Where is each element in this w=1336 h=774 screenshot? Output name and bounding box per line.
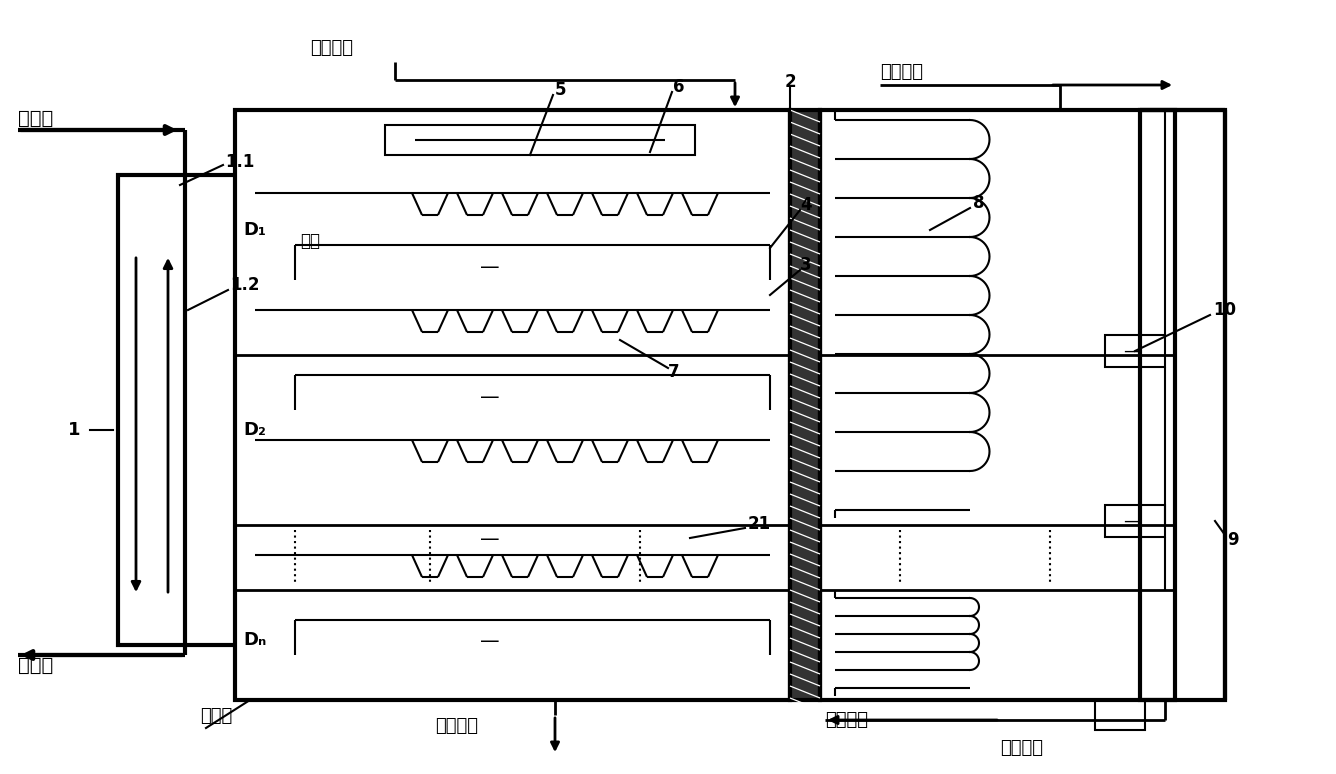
Bar (820, 110, 1174, 700)
Text: 稀溶液进: 稀溶液进 (310, 39, 353, 57)
Text: D₁: D₁ (243, 221, 266, 239)
Text: —: — (1124, 342, 1141, 360)
Text: —: — (480, 632, 500, 652)
Text: 2: 2 (786, 73, 796, 91)
Bar (1140, 110, 1225, 700)
Text: —: — (1124, 512, 1141, 530)
Text: 冷却水进: 冷却水进 (826, 711, 868, 729)
Text: 10: 10 (1213, 301, 1236, 319)
Text: 冷却水出: 冷却水出 (880, 63, 923, 81)
Text: —: — (480, 388, 500, 406)
Text: 9: 9 (1226, 531, 1238, 549)
Text: —: — (480, 258, 500, 276)
Text: 液面: 液面 (301, 232, 321, 250)
Bar (385, 125, 695, 155)
Text: —: — (480, 530, 500, 550)
Bar (1096, 700, 1145, 730)
Text: 1.2: 1.2 (230, 276, 259, 294)
Text: 1.1: 1.1 (224, 153, 254, 171)
Text: 冷凝水出: 冷凝水出 (1001, 739, 1043, 757)
Text: Dₙ: Dₙ (243, 631, 266, 649)
Text: 热水出: 热水出 (17, 656, 53, 674)
Text: 浓溶液出: 浓溶液出 (436, 717, 478, 735)
Bar (1105, 505, 1165, 537)
Text: 5: 5 (554, 81, 566, 99)
Text: 8: 8 (973, 194, 985, 212)
Bar (1105, 335, 1165, 367)
Text: 溶液进: 溶液进 (200, 707, 232, 725)
Text: 7: 7 (668, 363, 680, 381)
Text: 3: 3 (800, 256, 812, 274)
Bar (235, 110, 790, 700)
Text: D₂: D₂ (243, 421, 266, 439)
Bar (790, 110, 820, 700)
Text: 热水进: 热水进 (17, 108, 53, 128)
Text: 6: 6 (673, 78, 684, 96)
Text: 1: 1 (68, 421, 80, 439)
Text: 4: 4 (800, 196, 812, 214)
Bar (118, 175, 184, 645)
Text: 21: 21 (748, 515, 771, 533)
Bar (790, 110, 820, 700)
